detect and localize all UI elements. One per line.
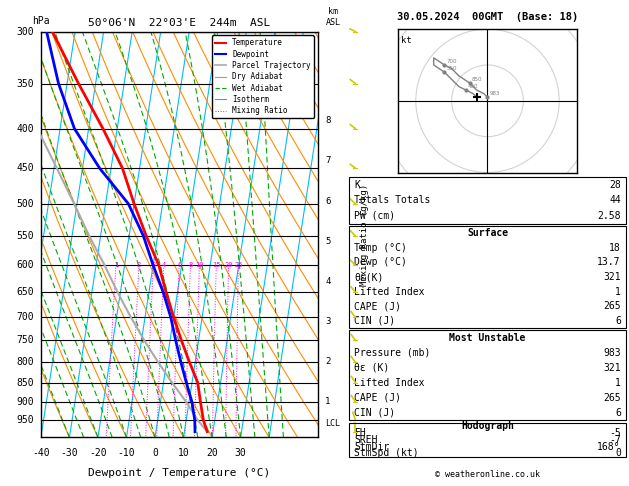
Text: 700: 700 (446, 59, 457, 64)
Text: 550: 550 (446, 67, 457, 71)
Text: Lifted Index: Lifted Index (354, 378, 425, 388)
Text: Totals Totals: Totals Totals (354, 195, 430, 206)
Text: 4: 4 (325, 277, 331, 286)
Text: 4: 4 (162, 262, 166, 268)
Text: Mixing Ratio (g/kg): Mixing Ratio (g/kg) (360, 183, 369, 286)
Text: 8: 8 (325, 116, 331, 125)
Text: 2: 2 (137, 262, 141, 268)
Text: SREH: SREH (354, 435, 377, 445)
Text: Lifted Index: Lifted Index (354, 287, 425, 296)
Text: Surface: Surface (467, 228, 508, 238)
Text: 400: 400 (16, 123, 34, 134)
Text: 30: 30 (235, 448, 247, 457)
Text: 1: 1 (615, 378, 621, 388)
Text: 1: 1 (615, 287, 621, 296)
Legend: Temperature, Dewpoint, Parcel Trajectory, Dry Adiabat, Wet Adiabat, Isotherm, Mi: Temperature, Dewpoint, Parcel Trajectory… (211, 35, 314, 118)
Text: Dewp (°C): Dewp (°C) (354, 258, 407, 267)
Text: StmSpd (kt): StmSpd (kt) (354, 449, 419, 458)
Text: 900: 900 (16, 397, 34, 407)
Text: 400: 400 (468, 84, 478, 89)
Text: 20: 20 (206, 448, 218, 457)
Text: 6: 6 (615, 316, 621, 326)
Text: 265: 265 (603, 301, 621, 311)
Text: 10: 10 (177, 448, 189, 457)
Text: CAPE (J): CAPE (J) (354, 393, 401, 403)
Text: 321: 321 (603, 272, 621, 282)
Text: 15: 15 (212, 262, 221, 268)
Text: EH: EH (354, 428, 366, 438)
Text: 500: 500 (16, 199, 34, 209)
Text: 950: 950 (16, 415, 34, 425)
Text: PW (cm): PW (cm) (354, 211, 395, 221)
Text: 28: 28 (609, 180, 621, 190)
Text: 265: 265 (603, 393, 621, 403)
Text: kt: kt (401, 36, 412, 45)
Text: 13.7: 13.7 (598, 258, 621, 267)
Text: 700: 700 (16, 312, 34, 322)
Text: 168°: 168° (598, 442, 621, 451)
Text: 7: 7 (325, 156, 331, 165)
Text: 5: 5 (325, 237, 331, 246)
Text: CAPE (J): CAPE (J) (354, 301, 401, 311)
Text: StmDir: StmDir (354, 442, 389, 451)
Text: 321: 321 (603, 363, 621, 373)
Text: Dewpoint / Temperature (°C): Dewpoint / Temperature (°C) (88, 468, 270, 478)
Text: 800: 800 (16, 357, 34, 367)
Text: © weatheronline.co.uk: © weatheronline.co.uk (435, 469, 540, 479)
Text: 18: 18 (609, 243, 621, 253)
Text: hPa: hPa (33, 16, 50, 25)
Text: Temp (°C): Temp (°C) (354, 243, 407, 253)
Text: -10: -10 (118, 448, 135, 457)
Text: CIN (J): CIN (J) (354, 316, 395, 326)
Text: 25: 25 (234, 262, 243, 268)
Text: 3: 3 (325, 317, 331, 326)
Text: 450: 450 (16, 163, 34, 173)
Text: -20: -20 (89, 448, 107, 457)
Text: K: K (354, 180, 360, 190)
Text: 2: 2 (325, 357, 331, 366)
Text: km
ASL: km ASL (326, 7, 341, 27)
Text: 6: 6 (177, 262, 181, 268)
Text: 300: 300 (16, 27, 34, 36)
Text: 10: 10 (195, 262, 204, 268)
Text: 983: 983 (603, 348, 621, 358)
Text: 0: 0 (152, 448, 158, 457)
Text: 1: 1 (325, 397, 331, 406)
Text: -30: -30 (60, 448, 78, 457)
Text: -7: -7 (609, 435, 621, 445)
Text: 0: 0 (615, 449, 621, 458)
Text: 6: 6 (325, 196, 331, 206)
Text: 2.58: 2.58 (598, 211, 621, 221)
Text: 44: 44 (609, 195, 621, 206)
Text: 1: 1 (114, 262, 118, 268)
Text: 8: 8 (188, 262, 192, 268)
Text: 850: 850 (16, 378, 34, 388)
Text: CIN (J): CIN (J) (354, 408, 395, 418)
Text: Pressure (mb): Pressure (mb) (354, 348, 430, 358)
Text: 850: 850 (471, 77, 482, 82)
Text: 350: 350 (16, 79, 34, 88)
Text: LCL: LCL (325, 419, 340, 428)
Text: Most Unstable: Most Unstable (449, 333, 526, 343)
Text: -5: -5 (609, 428, 621, 438)
Text: 30.05.2024  00GMT  (Base: 18): 30.05.2024 00GMT (Base: 18) (397, 12, 578, 22)
Text: θε(K): θε(K) (354, 272, 384, 282)
Text: 550: 550 (16, 231, 34, 241)
Text: 600: 600 (16, 260, 34, 270)
Text: 750: 750 (16, 335, 34, 346)
Text: 6: 6 (615, 408, 621, 418)
Title: 50°06'N  22°03'E  244m  ASL: 50°06'N 22°03'E 244m ASL (88, 18, 270, 28)
Text: Hodograph: Hodograph (461, 421, 514, 431)
Text: 983: 983 (489, 91, 500, 96)
Text: θε (K): θε (K) (354, 363, 389, 373)
Text: -40: -40 (32, 448, 50, 457)
Text: 3: 3 (151, 262, 155, 268)
Text: 650: 650 (16, 287, 34, 297)
Text: 20: 20 (225, 262, 233, 268)
